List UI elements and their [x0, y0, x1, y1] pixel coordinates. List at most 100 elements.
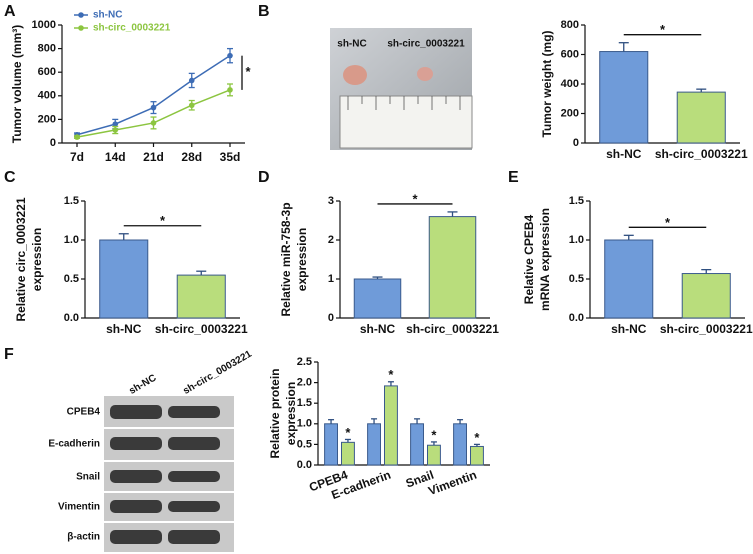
bar [353, 278, 402, 319]
error-bar [473, 443, 480, 447]
legend-marker [78, 12, 84, 18]
y-tick-label: 1.5 [569, 195, 584, 207]
panel-label: F [4, 346, 14, 363]
legend-marker [78, 25, 84, 31]
y-tick-label: 600 [38, 66, 56, 78]
x-tick-label: sh-NC [360, 322, 396, 336]
bar [176, 274, 226, 319]
x-tick-label: sh-NC [606, 147, 642, 161]
x-tick-label: Vimentin [426, 468, 478, 498]
y-tick-label: 0.5 [297, 438, 312, 450]
bar [599, 51, 649, 144]
error-bar [447, 211, 458, 217]
photo-label: sh-circ_0003221 [387, 39, 465, 50]
y-axis-label: expression [30, 228, 44, 291]
error-bar [457, 419, 464, 424]
y-tick-label: 2.5 [297, 356, 312, 368]
y-axis-label: Relative miR-758-3p [279, 202, 293, 316]
x-tick-label: sh-circ_0003221 [406, 322, 499, 336]
y-tick-label: 1.5 [297, 397, 312, 409]
panel-label: D [258, 169, 270, 186]
bar [341, 441, 355, 466]
y-tick-label: 1.0 [64, 234, 79, 246]
blot-row-label: β-actin [67, 532, 100, 543]
error-bar [328, 419, 335, 424]
x-tick-label: 35d [220, 150, 241, 164]
bar [676, 91, 726, 144]
y-axis-label: Relative CPEB4 [522, 214, 536, 304]
blot-lane-label: sh-circ_0003221 [181, 348, 254, 396]
y-axis-label: mRNA expression [538, 208, 552, 311]
y-axis-label: expression [284, 382, 298, 445]
bar [470, 445, 484, 466]
photo-label: sh-NC [337, 39, 366, 50]
error-bar [623, 234, 634, 240]
panel-label: E [508, 169, 519, 186]
error-bar [618, 42, 629, 52]
error-bar [118, 233, 129, 240]
y-tick-label: 800 [561, 19, 579, 31]
blot-row-label: Snail [76, 472, 100, 483]
y-tick-label: 0 [573, 137, 579, 149]
y-tick-label: 2 [328, 234, 334, 246]
legend-label: sh-NC [93, 10, 122, 21]
data-point [150, 104, 157, 111]
blot-row-label: CPEB4 [67, 407, 101, 418]
y-tick-label: 800 [38, 43, 56, 55]
significance-label: * [412, 191, 418, 206]
error-bar [696, 88, 707, 93]
data-point [150, 120, 157, 126]
error-bar [344, 438, 351, 443]
y-axis-label: Tumor volume (mm³) [10, 25, 24, 143]
error-bar [371, 418, 378, 424]
bar [410, 423, 425, 466]
data-point [74, 134, 80, 140]
significance-label: * [660, 22, 666, 37]
y-tick-label: 400 [38, 90, 56, 102]
panel-label: A [4, 3, 16, 20]
y-tick-label: 200 [561, 107, 579, 119]
y-tick-label: 1.0 [569, 234, 584, 246]
y-tick-label: 0.0 [569, 312, 584, 324]
bar [324, 423, 339, 466]
y-tick-label: 0 [50, 137, 56, 149]
y-tick-label: 0.0 [64, 312, 79, 324]
bar [99, 239, 149, 319]
y-tick-label: 3 [328, 195, 334, 207]
data-point [188, 77, 195, 84]
data-point [112, 127, 119, 133]
bar [367, 423, 382, 466]
significance-label: * [245, 64, 251, 79]
y-tick-label: 1.0 [297, 418, 312, 430]
y-tick-label: 0.5 [569, 273, 584, 285]
y-tick-label: 0.5 [64, 273, 79, 285]
blot-row-label: E-cadherin [48, 439, 100, 450]
y-tick-label: 1 [328, 273, 334, 285]
x-tick-label: 21d [143, 150, 164, 164]
y-axis-label: Relative protein [268, 368, 282, 458]
y-axis-label: expression [295, 228, 309, 291]
x-tick-label: sh-NC [611, 322, 647, 336]
bar [681, 273, 731, 319]
y-tick-label: 600 [561, 48, 579, 60]
bar [384, 385, 398, 466]
panel-label: B [258, 3, 270, 20]
tumor-photo: sh-NC sh-circ_0003221 [330, 28, 473, 150]
y-tick-label: 400 [561, 78, 579, 90]
significance-label: * [388, 367, 394, 382]
data-point [227, 52, 233, 59]
bar [453, 423, 468, 466]
y-tick-label: 200 [38, 113, 56, 125]
y-tick-label: 2.0 [297, 377, 312, 389]
panel-label: C [4, 169, 16, 186]
significance-label: * [431, 427, 437, 442]
y-tick-label: 0.0 [297, 459, 312, 471]
bar [428, 216, 477, 319]
blot-row-label: Vimentin [58, 502, 100, 513]
x-tick-label: 28d [181, 150, 202, 164]
y-tick-label: 0 [328, 312, 334, 324]
significance-label: * [345, 425, 351, 440]
data-point [112, 121, 119, 127]
x-tick-label: 7d [70, 150, 84, 164]
